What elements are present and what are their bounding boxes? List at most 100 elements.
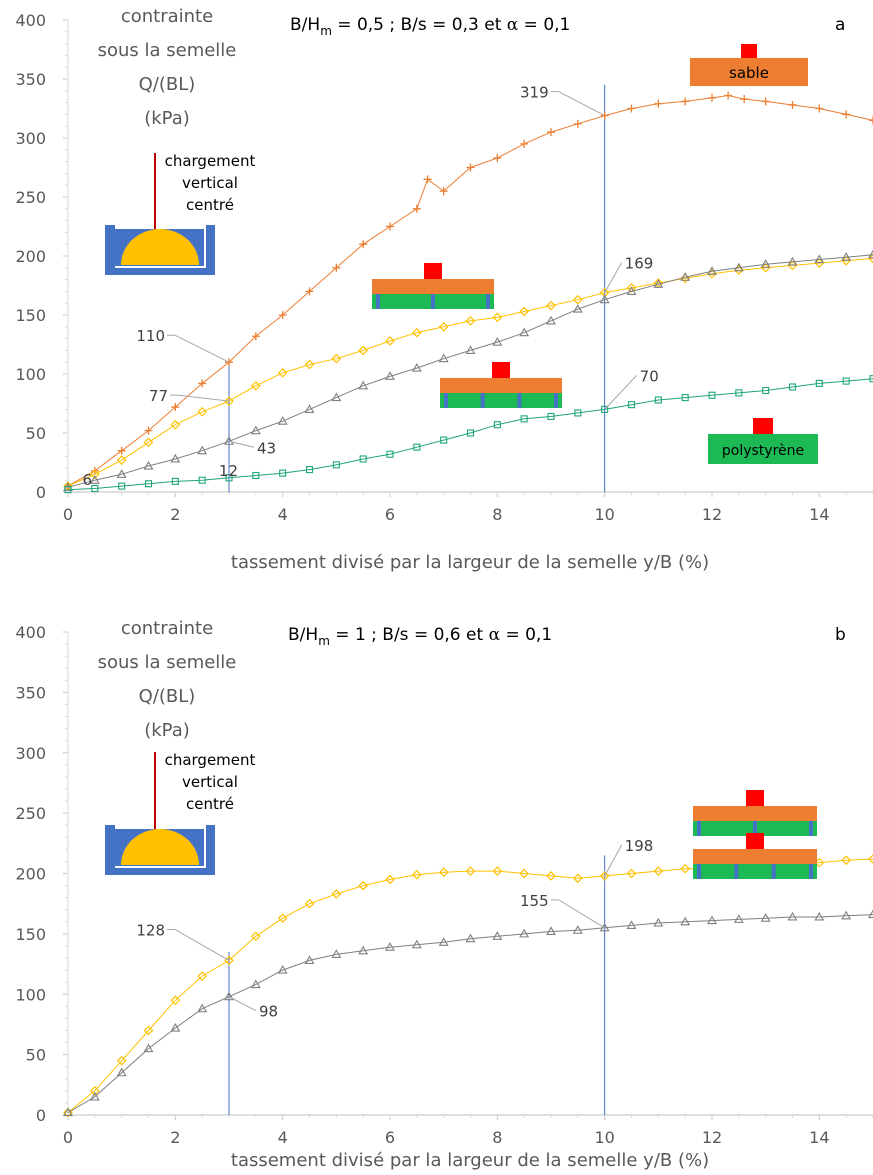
data-point <box>626 286 637 295</box>
y-tick-label: 350 <box>15 683 46 702</box>
data-point <box>572 303 583 313</box>
annotation-leader <box>550 899 605 929</box>
x-tick-label: 2 <box>170 505 180 524</box>
footing-square <box>753 418 773 434</box>
data-point <box>707 266 717 275</box>
sand-layer <box>693 806 817 821</box>
annotation: 98 <box>228 996 278 1021</box>
data-point <box>842 110 851 119</box>
data-point <box>359 240 368 249</box>
data-point <box>600 111 609 120</box>
y-tick-label: 300 <box>15 744 46 763</box>
panel-label: b <box>835 625 846 645</box>
data-point <box>438 353 449 363</box>
data-point <box>868 909 873 919</box>
data-point <box>546 315 556 325</box>
data-point <box>116 1067 127 1077</box>
load-label-line: centré <box>186 795 234 813</box>
y-tick-label: 250 <box>15 188 46 207</box>
data-point <box>143 1025 154 1036</box>
data-point <box>331 949 342 958</box>
panel-label: a <box>835 15 845 35</box>
sand-layer <box>690 58 808 86</box>
data-point <box>520 415 528 423</box>
data-point <box>733 262 744 272</box>
data-point <box>224 396 234 406</box>
series <box>64 375 873 494</box>
data-point <box>116 455 127 465</box>
data-point <box>331 353 342 364</box>
inclusion-bar <box>444 393 448 408</box>
data-label: 98 <box>259 1003 278 1021</box>
data-point <box>359 455 367 463</box>
panel-b: 0 2 4 6 8 10 12 14 0 50 100 150 200 250 300 350 400 198 15… <box>15 618 873 1171</box>
data-point <box>144 480 153 488</box>
data-point <box>250 931 261 942</box>
data-point <box>519 928 530 938</box>
y-axis-label-line: Q/(BL) <box>139 686 196 707</box>
data-point <box>788 383 797 391</box>
data-point <box>197 445 208 455</box>
data-point <box>305 287 314 296</box>
load-label-line: centré <box>186 196 234 214</box>
x-axis-label: tassement divisé par la largeur de la se… <box>231 552 709 573</box>
data-point <box>278 311 287 319</box>
x-tick-label: 6 <box>385 1128 395 1147</box>
data-point <box>520 139 529 148</box>
inset-reinforced-3 <box>693 790 817 836</box>
data-point <box>277 913 288 924</box>
annotation-leader <box>167 334 230 363</box>
x-tick-label: 12 <box>702 505 722 524</box>
data-point <box>868 253 873 264</box>
x-axis-label: tassement divisé par la largeur de la se… <box>231 1150 709 1171</box>
data-point <box>653 917 664 927</box>
data-point <box>143 437 154 448</box>
inclusion-bar <box>809 821 813 836</box>
x-tick-label: 0 <box>63 505 73 524</box>
annotation: 155 <box>520 892 605 929</box>
load-label-line: chargement <box>165 152 256 170</box>
data-point <box>279 469 287 477</box>
x-tick-label: 4 <box>278 505 288 524</box>
data-point <box>438 937 449 946</box>
inset-label: polystyrène <box>722 443 804 459</box>
data-point <box>680 272 691 281</box>
footing-square <box>746 790 764 806</box>
y-tick-label: 50 <box>26 424 46 443</box>
annotation-leader <box>228 440 255 448</box>
data-label: 77 <box>149 387 168 405</box>
data-point <box>277 416 288 425</box>
y-tick-label: 400 <box>15 11 46 30</box>
data-label: 6 <box>83 471 93 489</box>
data-point <box>627 104 636 113</box>
inclusion-bar <box>734 864 739 879</box>
annotation: 169 <box>604 255 653 293</box>
data-point <box>117 446 126 455</box>
footing-square <box>424 263 442 279</box>
data-point <box>466 163 475 172</box>
data-point <box>492 312 503 323</box>
x-tick-label: 10 <box>594 1128 614 1147</box>
annotation-leader <box>228 996 257 1012</box>
series <box>63 854 873 1118</box>
y-axis-label-line: sous la semelle <box>98 40 237 61</box>
data-point <box>492 337 503 346</box>
data-point <box>599 922 610 932</box>
data-point <box>627 401 636 409</box>
data-point <box>760 913 771 922</box>
x-tick-label: 6 <box>385 505 395 524</box>
data-label: 198 <box>625 837 654 855</box>
data-point <box>841 910 852 920</box>
sand-layer <box>440 378 562 393</box>
x-tick-label: 10 <box>594 505 614 524</box>
data-point <box>626 920 637 929</box>
data-point <box>358 880 369 891</box>
data-point <box>547 128 555 137</box>
data-point <box>546 926 556 936</box>
data-point <box>814 911 825 921</box>
footing-square <box>741 44 757 58</box>
data-point <box>868 249 873 259</box>
data-point <box>277 964 288 974</box>
annotation-leader <box>550 91 605 117</box>
data-point <box>63 1107 73 1117</box>
